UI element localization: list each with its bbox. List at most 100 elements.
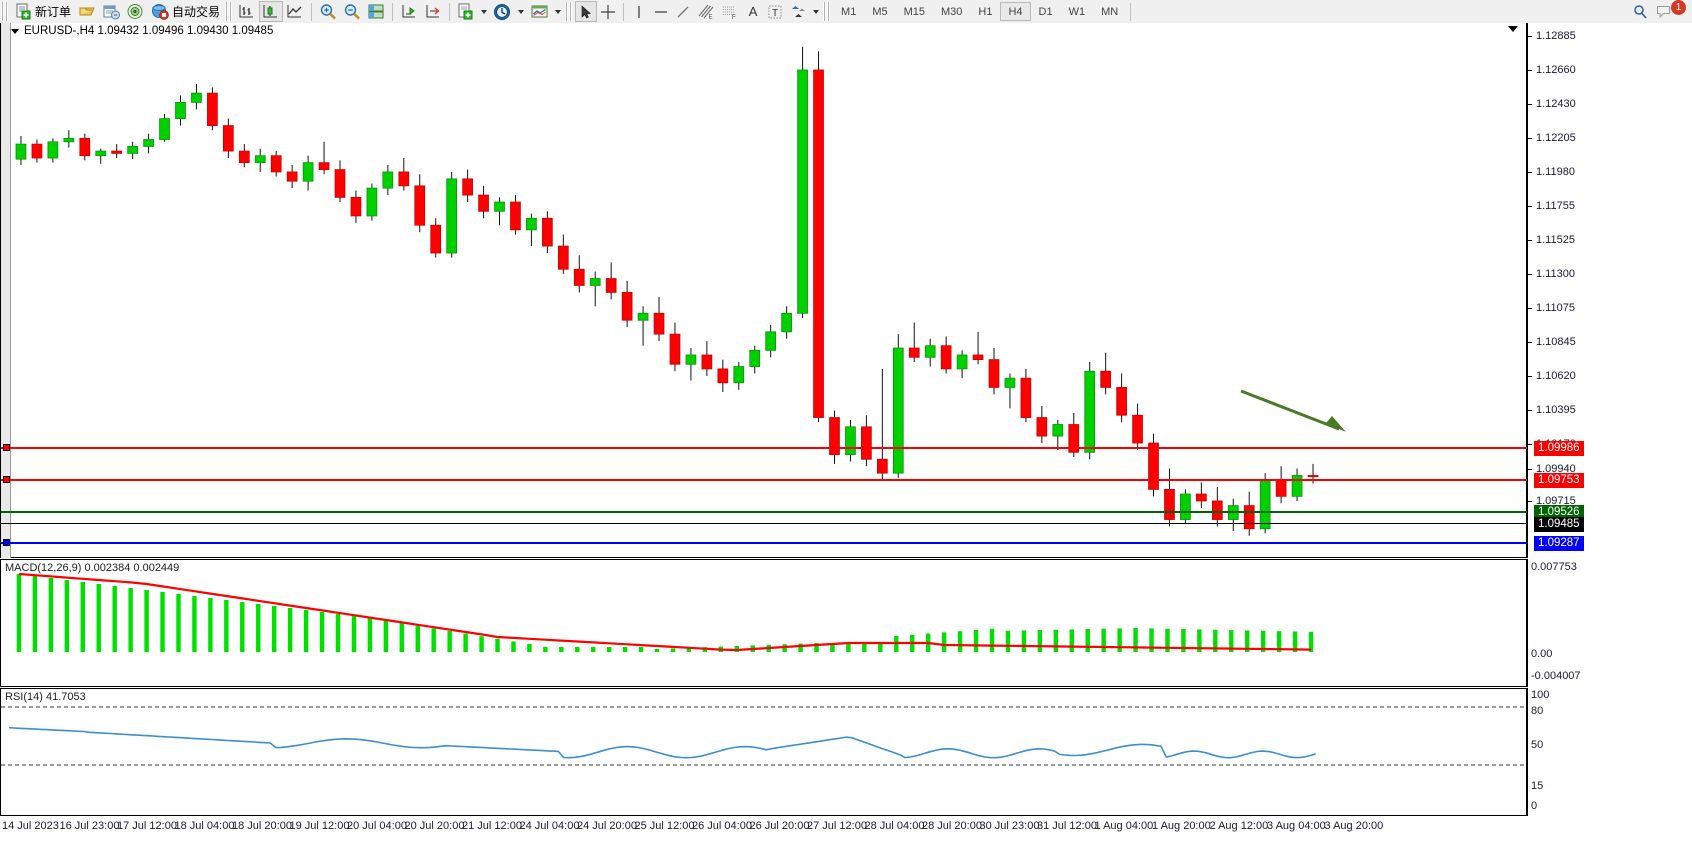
time-tick: 30 Jul 23:00	[979, 820, 1040, 832]
zoom-in-button[interactable]	[316, 1, 340, 22]
templates-dropdown-icon[interactable]	[555, 9, 562, 14]
toolbar-grip-3[interactable]	[565, 2, 574, 21]
price-tick: 1.10395	[1528, 404, 1576, 416]
auto-trading-button[interactable]: 自动交易	[147, 1, 224, 22]
support-line-1[interactable]	[1, 542, 1528, 544]
macd-histogram-bar	[1149, 628, 1154, 652]
candle-body	[717, 368, 729, 384]
new-chart-dropdown-icon[interactable]	[481, 9, 488, 14]
timeframe-mn[interactable]: MN	[1101, 6, 1119, 18]
candle-body	[1196, 493, 1207, 502]
timeframe-m15[interactable]: M15	[903, 6, 925, 18]
resistance-line-2[interactable]	[1, 479, 1528, 481]
price-level-label-last-price[interactable]: 1.09485	[1534, 517, 1584, 532]
period-clock-button[interactable]	[490, 1, 515, 22]
fibonacci-tool-button[interactable]: F	[718, 1, 742, 22]
macd-histogram-bar	[830, 643, 835, 652]
candle-body	[829, 417, 840, 456]
resistance-line-1[interactable]	[1, 447, 1528, 449]
macd-histogram-bar	[447, 631, 452, 652]
time-tick: 3 Aug 20:00	[1324, 820, 1384, 832]
price-level-label-support[interactable]: 1.09287	[1534, 536, 1584, 551]
auto-scroll-button[interactable]	[421, 1, 445, 22]
notification-badge[interactable]: 1	[1671, 0, 1686, 15]
chart-shift-button[interactable]	[397, 1, 421, 22]
price-level-label-target[interactable]: 1.09526	[1534, 505, 1584, 520]
new-order-button[interactable]: 新订单	[11, 1, 75, 22]
chart-scroll-rail[interactable]	[1, 23, 11, 558]
timeframe-h1[interactable]: H1	[978, 6, 993, 18]
rsi-pane[interactable]: RSI(14) 41.7053	[0, 688, 1527, 816]
time-tick: 3 Aug 04:00	[1267, 820, 1326, 832]
collapse-triangle-icon[interactable]	[11, 28, 19, 34]
arrows-tool-button[interactable]	[786, 1, 810, 22]
templates-button[interactable]	[527, 1, 552, 22]
macd-pane[interactable]: MACD(12,26,9) 0.002384 0.002449	[0, 559, 1527, 687]
price-level-label-resistance[interactable]: 1.09753	[1534, 473, 1584, 488]
macd-histogram-bar	[973, 630, 979, 652]
notifications-icon[interactable]	[1652, 1, 1677, 22]
candlestick-chart-button[interactable]	[259, 1, 284, 22]
macd-histogram-bar	[319, 612, 325, 652]
time-tick: 20 Jul 04:00	[347, 820, 407, 832]
toolbar-grip-2[interactable]	[225, 2, 234, 21]
arrows-dropdown-icon[interactable]	[813, 9, 820, 14]
horizontal-line-tool-button[interactable]	[650, 1, 672, 22]
last-price-line[interactable]	[1, 523, 1528, 524]
target-line[interactable]	[1, 511, 1528, 513]
macd-histogram-bar	[862, 643, 867, 652]
text-label-tool-button[interactable]: T	[764, 1, 786, 22]
bar-chart-button[interactable]	[235, 1, 259, 22]
toolbar-grip-4[interactable]	[823, 2, 832, 21]
candle-body	[207, 92, 218, 126]
time-tick: 21 Jul 12:00	[462, 820, 522, 832]
price-tick: 1.10845	[1528, 336, 1576, 348]
toolbar-separator-1	[311, 2, 313, 21]
candle-body	[1116, 387, 1127, 416]
folder-icon-button[interactable]	[75, 1, 99, 22]
navigator-button[interactable]	[123, 1, 147, 22]
candle-body	[621, 292, 633, 321]
pane-collapse-icon[interactable]	[1508, 26, 1518, 32]
support-line-1-handle[interactable]	[3, 539, 10, 546]
equidistant-channel-tool-button[interactable]: E	[694, 1, 718, 22]
search-icon[interactable]	[1629, 1, 1652, 22]
timeframe-m30[interactable]: M30	[941, 6, 963, 18]
candle-body	[1275, 479, 1287, 497]
timeframe-d1[interactable]: D1	[1038, 6, 1053, 18]
macd-histogram-bar	[1053, 629, 1059, 652]
rsi-axis[interactable]: 100 80 50 15 0	[1527, 688, 1692, 816]
macd-histogram-bar	[495, 638, 500, 652]
macd-histogram-bar	[16, 574, 22, 652]
cursor-tool-button[interactable]	[575, 1, 598, 22]
price-tick: 1.11075	[1528, 302, 1575, 314]
resistance-line-1-handle[interactable]	[3, 444, 10, 451]
macd-axis[interactable]: 0.007753 0.00 -0.004007	[1527, 559, 1692, 687]
data-window-button[interactable]	[99, 1, 123, 22]
timeframe-h4[interactable]: H4	[1000, 2, 1031, 21]
timeframe-m1[interactable]: M1	[841, 6, 857, 18]
new-chart-button[interactable]	[454, 1, 478, 22]
timeframe-m5[interactable]: M5	[872, 6, 888, 18]
zoom-out-button[interactable]	[340, 1, 364, 22]
timeframe-w1[interactable]: W1	[1068, 6, 1086, 18]
crosshair-tool-button[interactable]	[597, 1, 619, 22]
candle-body	[79, 137, 91, 157]
macd-histogram-bar	[176, 594, 181, 652]
vertical-line-tool-button[interactable]	[628, 1, 650, 22]
macd-histogram-bar	[686, 647, 692, 652]
period-dropdown-icon[interactable]	[518, 9, 525, 14]
resistance-line-2-handle[interactable]	[3, 476, 10, 483]
macd-histogram-bar	[64, 580, 70, 652]
text-tool-button[interactable]: A	[748, 4, 758, 19]
time-axis[interactable]: 14 Jul 2023 16 Jul 23:00 17 Jul 12:00 18 Ju…	[0, 817, 1692, 852]
trendline-tool-button[interactable]	[672, 1, 694, 22]
toolbar-grip[interactable]	[1, 2, 9, 21]
grid-view-button[interactable]	[364, 1, 388, 22]
line-chart-button[interactable]	[283, 1, 307, 22]
candle-body	[1020, 377, 1032, 418]
price-pane[interactable]: EURUSD-,H4 1.09432 1.09496 1.09430 1.094…	[0, 23, 1528, 558]
price-level-label-resistance[interactable]: 1.09986	[1534, 441, 1584, 456]
macd-histogram-bar	[1213, 629, 1218, 652]
price-axis[interactable]: 1.12885 1.12660 1.12430 1.12205 1.11980 1.117…	[1527, 23, 1692, 579]
